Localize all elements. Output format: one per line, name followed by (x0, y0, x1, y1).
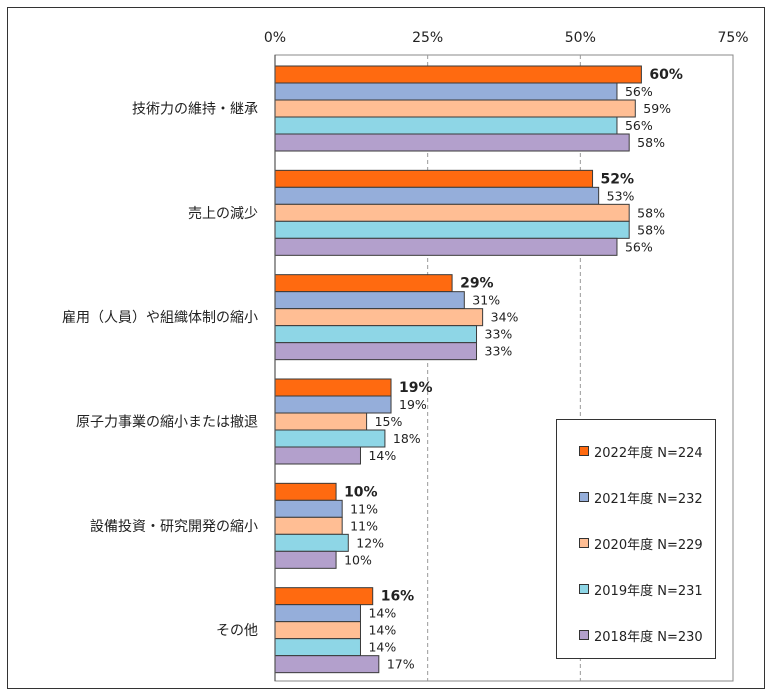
data-label: 53% (607, 188, 635, 203)
bar (274, 621, 361, 640)
legend-item-2019: 2019年度 N=231 (579, 580, 703, 599)
data-label: 34% (491, 310, 519, 325)
bar (274, 482, 337, 501)
data-label: 14% (368, 606, 396, 621)
legend-swatch-2018 (579, 630, 589, 640)
x-tick-label: 25% (412, 30, 443, 46)
data-label: 29% (460, 276, 494, 292)
bar (274, 308, 484, 327)
bar (274, 220, 630, 239)
x-tick-label: 75% (717, 30, 748, 46)
data-label: 11% (350, 501, 378, 516)
category-label: 設備投資・研究開発の縮小 (90, 519, 258, 535)
bar (274, 533, 349, 552)
data-label: 19% (399, 380, 433, 396)
data-label: 18% (393, 431, 421, 446)
bar (274, 499, 343, 518)
bar (274, 378, 392, 397)
legend-swatch-2020 (579, 538, 589, 548)
data-label: 31% (472, 293, 500, 308)
data-label: 14% (368, 448, 396, 463)
data-label: 10% (344, 552, 372, 567)
category-label: 雇用（人員）や組織体制の縮小 (62, 309, 258, 326)
data-label: 33% (485, 344, 513, 359)
bar (274, 412, 368, 431)
data-label: 56% (625, 239, 653, 254)
data-label: 10% (344, 484, 378, 500)
bar (274, 65, 642, 84)
data-label: 17% (387, 657, 415, 672)
legend: 2022年度 N=224 2021年度 N=232 2020年度 N=229 2… (556, 419, 716, 659)
data-label: 59% (643, 101, 671, 116)
legend-item-2018: 2018年度 N=230 (579, 626, 703, 645)
bar (274, 446, 361, 465)
category-label: その他 (216, 623, 258, 639)
bar (274, 395, 392, 414)
category-label: 原子力事業の縮小または撤退 (76, 415, 258, 431)
data-label: 11% (350, 518, 378, 533)
bar (274, 237, 618, 256)
data-label: 16% (381, 589, 415, 605)
category-label: 技術力の維持・継承 (132, 102, 258, 118)
legend-label-2018: 2018年度 N=230 (594, 629, 703, 645)
legend-label-2019: 2019年度 N=231 (594, 583, 703, 599)
data-label: 56% (625, 118, 653, 133)
legend-swatch-2021 (579, 492, 589, 502)
bar (274, 429, 386, 448)
bar (274, 516, 343, 535)
bar (274, 325, 478, 344)
data-label: 58% (637, 135, 665, 150)
legend-label-2020: 2020年度 N=229 (594, 537, 703, 553)
category-label: 売上の減少 (188, 205, 258, 222)
bar (274, 342, 478, 361)
legend-swatch-2019 (579, 584, 589, 594)
data-label: 60% (649, 67, 683, 83)
data-label: 56% (625, 84, 653, 99)
bar (274, 99, 636, 118)
bar (274, 82, 618, 101)
bar (274, 116, 618, 135)
bar (274, 291, 465, 310)
data-label: 15% (375, 414, 403, 429)
bar (274, 638, 361, 657)
bar (274, 169, 594, 188)
data-label: 33% (485, 327, 513, 342)
legend-swatch-2022 (579, 446, 589, 456)
data-label: 58% (637, 205, 665, 220)
bar (274, 133, 630, 152)
legend-item-2020: 2020年度 N=229 (579, 534, 703, 553)
data-label: 19% (399, 397, 427, 412)
bar (274, 274, 453, 293)
legend-item-2021: 2021年度 N=232 (579, 488, 703, 507)
bar (274, 655, 380, 674)
legend-item-2022: 2022年度 N=224 (579, 442, 703, 461)
legend-label-2021: 2021年度 N=232 (594, 491, 703, 507)
data-label: 14% (368, 623, 396, 638)
bar (274, 550, 337, 569)
data-label: 58% (637, 222, 665, 237)
x-tick-label: 0% (264, 30, 286, 46)
data-label: 14% (368, 640, 396, 655)
bar (274, 203, 630, 222)
bar (274, 587, 374, 606)
legend-label-2022: 2022年度 N=224 (594, 445, 703, 461)
bar (274, 604, 361, 623)
bar (274, 186, 600, 205)
data-label: 52% (601, 171, 635, 187)
data-label: 12% (356, 535, 384, 550)
x-tick-label: 50% (565, 30, 596, 46)
